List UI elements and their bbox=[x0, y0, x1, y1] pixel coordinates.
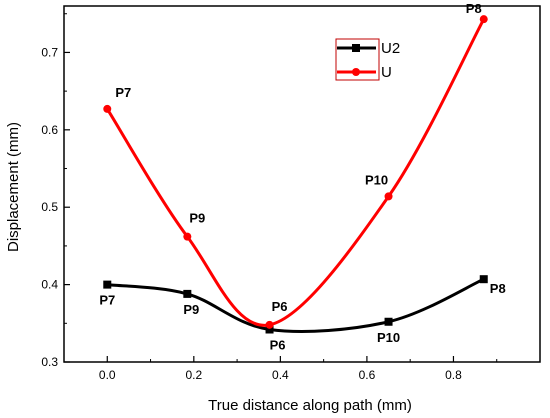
data-point-u bbox=[183, 232, 192, 241]
data-point-u2 bbox=[265, 325, 274, 334]
point-label: P6 bbox=[270, 337, 286, 352]
x-axis: 0.0 0.2 0.4 0.6 0.8 bbox=[63, 356, 498, 382]
point-labels: P7 P9 P6 P10 P8 P7 P9 P6 P10 P8 bbox=[99, 1, 505, 352]
x-tick-label: 0.0 bbox=[99, 368, 116, 382]
point-label: P10 bbox=[365, 172, 388, 187]
x-tick-label: 0.6 bbox=[359, 368, 376, 382]
point-label: P9 bbox=[189, 211, 205, 226]
data-point-u2 bbox=[479, 275, 488, 284]
y-axis: 0.3 0.4 0.5 0.6 0.7 bbox=[41, 13, 70, 369]
point-label: P7 bbox=[115, 85, 131, 100]
point-label: P10 bbox=[377, 330, 400, 345]
legend-marker-u2 bbox=[352, 44, 360, 52]
data-point-u bbox=[265, 320, 274, 329]
legend-box bbox=[335, 38, 380, 81]
plot-border bbox=[63, 5, 541, 363]
y-tick-label: 0.7 bbox=[41, 45, 58, 59]
x-tick-label: 0.2 bbox=[185, 368, 202, 382]
legend-marker-u bbox=[352, 68, 360, 76]
legend: U2 U bbox=[335, 38, 400, 81]
point-label: P7 bbox=[99, 293, 115, 308]
point-label: P8 bbox=[466, 1, 482, 16]
point-label: P8 bbox=[490, 281, 506, 296]
series-line-u bbox=[106, 18, 486, 327]
y-tick-label: 0.4 bbox=[41, 278, 58, 292]
data-point-u bbox=[479, 15, 488, 24]
data-point-u bbox=[103, 104, 112, 113]
legend-label-u: U bbox=[381, 64, 392, 81]
point-label: P6 bbox=[272, 299, 288, 314]
plot-frame bbox=[63, 5, 541, 363]
y-axis-title: Displacement (mm) bbox=[5, 122, 22, 252]
x-axis-title: True distance along path (mm) bbox=[208, 397, 412, 414]
series-line-u2 bbox=[107, 277, 485, 333]
series-layer bbox=[103, 15, 488, 334]
legend-label-u2: U2 bbox=[381, 40, 400, 57]
data-point-u2 bbox=[103, 280, 112, 289]
y-tick-label: 0.5 bbox=[41, 200, 58, 214]
data-point-u2 bbox=[384, 317, 393, 326]
point-label: P9 bbox=[183, 302, 199, 317]
y-tick-label: 0.3 bbox=[41, 355, 58, 369]
data-point-u bbox=[384, 192, 393, 201]
data-point-u2 bbox=[183, 289, 192, 298]
y-tick-label: 0.6 bbox=[41, 123, 58, 137]
x-tick-label: 0.8 bbox=[445, 368, 462, 382]
x-tick-label: 0.4 bbox=[272, 368, 289, 382]
